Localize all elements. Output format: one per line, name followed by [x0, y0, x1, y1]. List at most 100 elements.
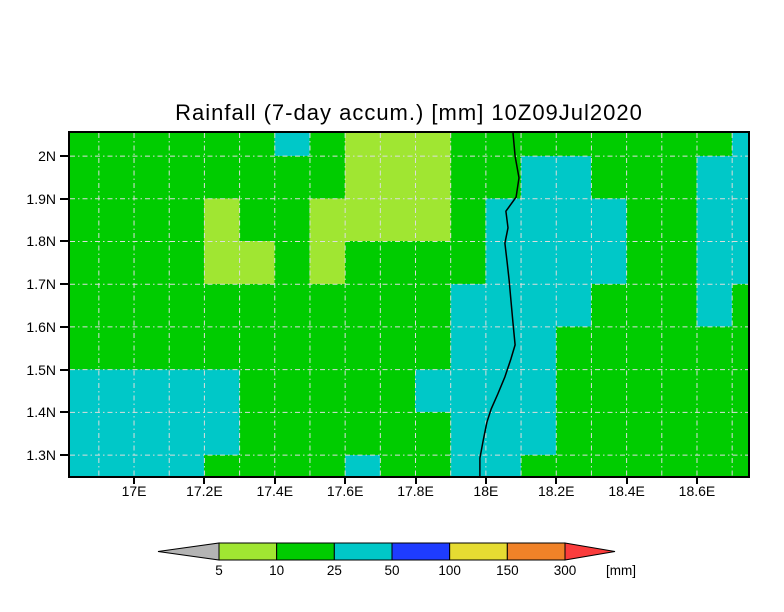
- grid-cell: [450, 283, 487, 328]
- grid-cell: [661, 241, 698, 285]
- rainfall-heatmap: [70, 133, 748, 476]
- y-tick-label: 2N: [38, 148, 56, 165]
- colorbar-unit-label: [mm]: [606, 563, 636, 578]
- x-tick-label: 17.6E: [326, 483, 364, 499]
- grid-cell: [70, 454, 100, 476]
- grid-cell: [274, 326, 311, 370]
- y-axis-tick: [60, 283, 68, 286]
- grid-cell: [731, 155, 748, 200]
- grid-cell: [70, 326, 100, 370]
- x-tick-label: 18.2E: [537, 483, 575, 499]
- grid-cell: [309, 198, 346, 242]
- grid-cell: [309, 133, 346, 157]
- grid-cell: [133, 241, 170, 285]
- grid-cell: [133, 454, 170, 476]
- grid-cell: [591, 198, 627, 242]
- grid-cell: [133, 369, 170, 413]
- grid-cell: [555, 326, 592, 370]
- x-tick-label: 18.6E: [678, 483, 716, 499]
- y-axis-tick: [60, 368, 68, 371]
- y-axis-tick: [60, 240, 68, 243]
- grid-cell: [344, 155, 381, 200]
- chart-title: Rainfall (7-day accum.) [mm] 10Z09Jul202…: [175, 100, 643, 125]
- grid-cell: [98, 133, 135, 157]
- grid-cell: [661, 133, 698, 157]
- grid-cell: [168, 241, 205, 285]
- x-tick-label: 17E: [121, 483, 147, 499]
- grid-cell: [70, 155, 100, 200]
- grid-cell: [98, 326, 135, 370]
- colorbar-segment: [391, 542, 451, 561]
- grid-cell: [450, 412, 487, 456]
- x-tick-label: 18E: [473, 483, 499, 499]
- grid-cell: [591, 454, 627, 476]
- x-axis-tick: [203, 478, 206, 484]
- grid-cell: [70, 133, 100, 157]
- grid-cell: [591, 133, 627, 157]
- grid-cell: [520, 454, 557, 476]
- grid-cell: [168, 412, 205, 456]
- grid-cell: [415, 326, 451, 370]
- grid-cell: [380, 326, 416, 370]
- grid-cell: [485, 133, 522, 157]
- grid-cell: [274, 369, 311, 413]
- grid-cell: [344, 133, 381, 157]
- colorbar-below-arrow: [157, 542, 220, 561]
- grid-cell: [344, 198, 381, 242]
- grid-cell: [661, 198, 698, 242]
- grid-cell: [380, 369, 416, 413]
- grid-cell: [204, 369, 240, 413]
- grid-cell: [239, 133, 276, 157]
- grid-cell: [555, 133, 592, 157]
- grid-cell: [344, 454, 381, 476]
- grid-cell: [380, 454, 416, 476]
- grid-cell: [98, 283, 135, 328]
- grid-cell: [309, 241, 346, 285]
- x-axis-tick: [625, 478, 628, 484]
- grid-cell: [485, 155, 522, 200]
- grid-cell: [98, 241, 135, 285]
- x-tick-label: 17.4E: [256, 483, 294, 499]
- grid-cell: [696, 369, 733, 413]
- y-tick-label: 1.7N: [26, 276, 56, 293]
- grid-cell: [380, 412, 416, 456]
- grid-cell: [344, 326, 381, 370]
- grid-cell: [485, 454, 522, 476]
- grid-cell: [415, 412, 451, 456]
- grid-cell: [274, 454, 311, 476]
- grid-cell: [626, 454, 663, 476]
- grid-cell: [204, 198, 240, 242]
- y-axis-tick: [60, 411, 68, 414]
- grid-cell: [591, 412, 627, 456]
- grid-cell: [239, 283, 276, 328]
- y-axis-tick: [60, 454, 68, 457]
- grid-cell: [591, 283, 627, 328]
- grid-cell: [380, 283, 416, 328]
- grid-cell: [555, 198, 592, 242]
- grid-cell: [309, 283, 346, 328]
- grid-cell: [626, 155, 663, 200]
- grid-cell: [168, 326, 205, 370]
- y-tick-label: 1.5N: [26, 361, 56, 378]
- colorbar-segment: [506, 542, 566, 561]
- grid-cell: [520, 369, 557, 413]
- grid-cell: [696, 133, 733, 157]
- grid-cell: [239, 412, 276, 456]
- y-axis-tick: [60, 197, 68, 200]
- y-axis-tick: [60, 155, 68, 158]
- grid-cell: [696, 155, 733, 200]
- grid-cell: [133, 412, 170, 456]
- grid-cell: [731, 283, 748, 328]
- grid-cell: [204, 412, 240, 456]
- colorbar-level-label: 300: [554, 563, 577, 578]
- grid-cell: [661, 369, 698, 413]
- grid-cell: [591, 369, 627, 413]
- grid-cell: [626, 198, 663, 242]
- x-axis-tick: [695, 478, 698, 484]
- y-tick-label: 1.4N: [26, 404, 56, 421]
- grid-cell: [626, 283, 663, 328]
- grid-cell: [450, 198, 487, 242]
- grid-cell: [555, 369, 592, 413]
- grid-cell: [555, 454, 592, 476]
- colorbar-above-arrow: [564, 542, 616, 561]
